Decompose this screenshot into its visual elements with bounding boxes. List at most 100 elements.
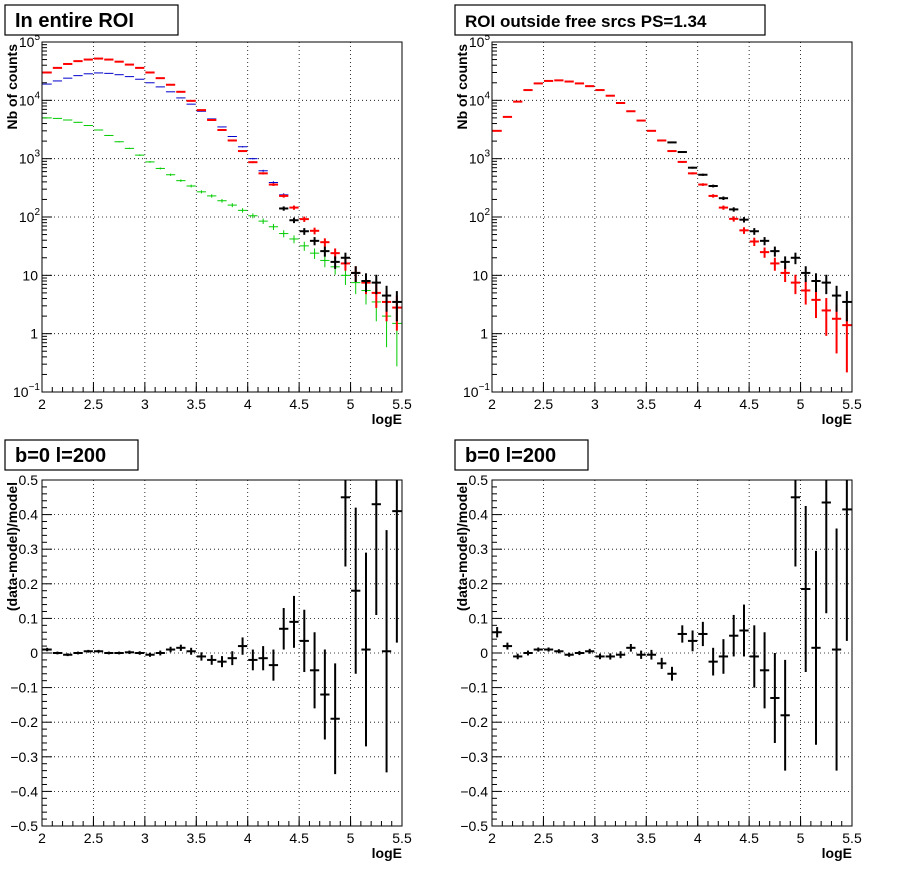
data-point [196,652,207,661]
x-tick-label: 3.5 [637,396,657,412]
data-point [626,644,636,652]
data-point [176,644,186,651]
data-point [227,135,237,138]
data-point [801,505,811,673]
data-point [268,223,279,231]
x-tick-label: 2.5 [534,830,554,846]
data-point [687,172,698,175]
data-point [237,146,248,148]
data-point [279,230,289,238]
x-tick-label: 5 [347,830,355,846]
data-point [492,627,502,638]
data-point [93,129,104,131]
x-tick-label: 3 [141,396,149,412]
data-point [821,298,831,336]
chart-panel-4: 2 2.5 3 3.5 4 4.5 5 5.5 −0.5 −0.4 −0.3 −0.2 −0.1 0 0.1… [454,439,862,861]
data-point [381,530,392,773]
x-tick-label: 3 [141,830,149,846]
data-point [42,117,52,119]
y-tick-label: 0.4 [19,507,39,523]
data-point [248,649,258,671]
data-point [533,647,543,652]
data-point [93,649,104,653]
data-point [739,227,749,234]
data-point [739,604,749,657]
data-point [749,228,759,235]
data-point [155,167,165,170]
x-tick-label: 5.5 [842,830,862,846]
data-point [801,266,811,283]
data-point [176,179,186,182]
data-point [73,121,83,123]
data-point [595,653,605,660]
data-point [248,157,258,160]
y-tick-label: 0.2 [469,576,489,592]
data-point [227,139,237,142]
y-tick-label: −0.3 [460,749,488,765]
y-tick-label: −0.5 [10,818,38,834]
data-point [186,647,196,655]
data-point [502,115,513,118]
data-point [513,100,523,103]
data-point [361,552,371,747]
x-axis-label: logE [372,411,402,427]
title-box [4,439,139,471]
data-point [585,648,595,654]
x-tick-label: 2.5 [84,396,104,412]
data-point [227,651,237,666]
data-point [770,246,780,257]
data-point [636,119,646,122]
y-tick-label: 0.5 [19,472,39,488]
x-axis-label: logE [822,411,852,427]
data-point [513,653,523,660]
data-point [258,218,268,225]
data-point [677,151,687,154]
data-point [821,274,831,295]
data-point [801,281,811,305]
data-point [667,666,677,681]
data-point [708,184,718,188]
data-point [492,129,502,132]
data-point [554,649,564,654]
x-tick-label: 5 [347,396,355,412]
data-point [729,207,739,212]
x-tick-label: 4 [694,830,702,846]
data-point [739,217,749,223]
data-layer [492,480,852,771]
series-1 [492,480,852,771]
data-point [165,173,176,176]
data-point [831,304,842,354]
x-tick-label: 4.5 [739,830,759,846]
data-point [759,632,770,709]
data-point [289,595,299,648]
data-point [759,237,770,246]
chart-panel-1: 2 2.5 3 3.5 4 4.5 5 5.5 10−1 1 10 102 103 104 105 logE N… [4,4,412,427]
data-point [309,248,320,259]
data-point [186,99,196,102]
y-tick-label: −0.4 [10,783,38,799]
x-tick-label: 2.5 [84,830,104,846]
series-1 [492,79,852,373]
data-point [759,247,770,258]
data-point [207,194,217,198]
data-point [237,637,248,655]
chart-panel-3: 2 2.5 3 3.5 4 4.5 5 5.5 −0.5 −0.4 −0.3 −0.2 −0.1 0 0.1… [4,439,412,861]
x-tick-label: 3.5 [637,830,657,846]
y-tick-label: 0.1 [19,610,39,626]
x-tick-label: 3.5 [187,396,207,412]
series-2 [667,141,852,322]
chart-title: ROI outside free srcs PS=1.34 [465,12,707,31]
data-point [52,651,63,655]
data-point [299,228,309,235]
data-point [258,169,268,172]
data-point [104,134,114,136]
data-point [330,256,340,269]
x-tick-label: 5.5 [392,396,412,412]
data-point [574,650,585,656]
data-point [52,117,63,119]
data-point [83,649,93,653]
data-point [114,141,124,143]
y-tick-label: 10 [472,267,488,283]
data-point [780,659,790,771]
data-point [248,161,258,164]
